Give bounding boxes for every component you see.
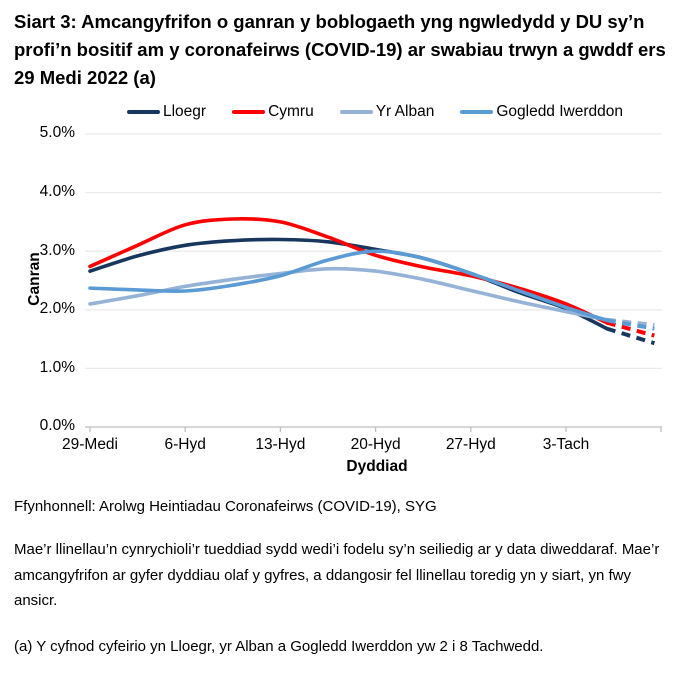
x-axis-title: Dyddiad	[346, 458, 408, 476]
y-tick-label: 5.0%	[39, 124, 75, 142]
y-tick-label: 3.0%	[39, 241, 75, 259]
note-text: Mae’r llinellau’n cynrychioli’r tueddiad…	[14, 541, 660, 610]
legend-swatch-gogledd-iwerddon	[460, 110, 494, 115]
chart-area: Canran Dyddiad 0.0% 1.0% 2.0% 3.0% 4.0% 5.0% 2…	[0, 124, 690, 482]
x-tick-label: 20-Hyd	[350, 436, 401, 454]
x-tick-label: 3-Tach	[542, 436, 590, 454]
series-line-yr-alban	[88, 267, 609, 322]
legend-label-yr-alban: Yr Alban	[375, 103, 435, 121]
legend-label-gogledd-iwerddon: Gogledd Iwerddon	[496, 103, 623, 121]
legend-item-yr-alban: Yr Alban	[339, 103, 435, 121]
series-dashed-gogledd-iwerddon	[606, 318, 655, 331]
plot-svg	[85, 133, 662, 433]
x-tick-label: 29-Medi	[62, 436, 118, 454]
legend-label-cymru: Cymru	[268, 103, 314, 121]
source-text: Ffynhonnell: Arolwg Heintiadau Coronafei…	[14, 498, 437, 516]
y-tick-label: 4.0%	[39, 182, 75, 200]
y-tick-label: 1.0%	[39, 358, 75, 376]
legend-label-lloegr: Lloegr	[162, 103, 207, 121]
footnote-a: (a) Y cyfnod cyfeirio yn Lloegr, yr Alba…	[14, 637, 544, 655]
series-dashed-lloegr	[606, 327, 655, 346]
y-tick-label: 0.0%	[39, 417, 75, 435]
legend-swatch-lloegr	[126, 110, 160, 115]
legend-item-gogledd-iwerddon: Gogledd Iwerddon	[460, 103, 623, 121]
x-tick-label: 27-Hyd	[445, 436, 496, 454]
legend-item-lloegr: Lloegr	[126, 103, 207, 121]
series-dashed-cymru	[606, 321, 655, 338]
x-tick-label: 13-Hyd	[255, 436, 306, 454]
legend-swatch-cymru	[232, 110, 266, 115]
legend: Lloegr Cymru Yr Alban Gogledd Iwerddon	[60, 102, 690, 122]
series-line-lloegr	[88, 237, 609, 331]
legend-item-cymru: Cymru	[232, 103, 314, 121]
series-line-cymru	[88, 217, 609, 325]
chart-title: Siart 3: Amcangyfrifon o ganran y boblog…	[14, 11, 666, 89]
y-tick-label: 2.0%	[39, 300, 75, 318]
series-line-gogledd-iwerddon	[88, 249, 609, 323]
x-tick-label: 6-Hyd	[164, 436, 206, 454]
legend-swatch-yr-alban	[339, 110, 373, 115]
